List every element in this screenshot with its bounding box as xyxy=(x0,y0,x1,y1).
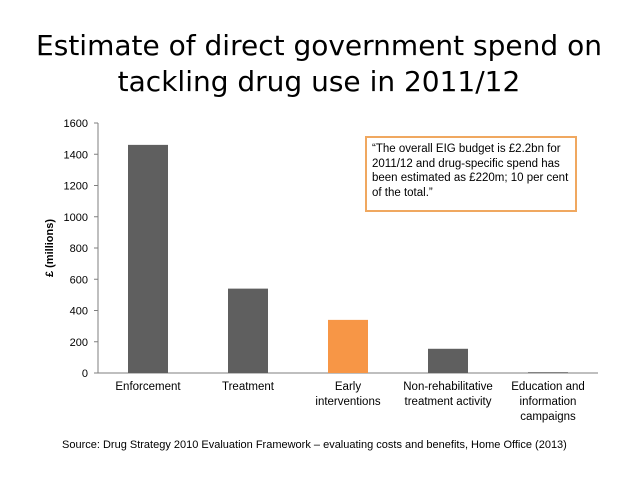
y-tick-label: 1600 xyxy=(64,118,88,130)
bar-1 xyxy=(228,288,268,373)
bar-4 xyxy=(528,372,568,373)
title-line-1: Estimate of direct government spend on xyxy=(36,29,602,62)
x-category-label: treatment activity xyxy=(405,396,492,408)
y-tick-label: 400 xyxy=(70,306,88,318)
bar-2 xyxy=(328,319,368,373)
source-note: Source: Drug Strategy 2010 Evaluation Fr… xyxy=(62,439,567,451)
chart-title: Estimate of direct government spend on t… xyxy=(20,28,618,100)
x-category-label: interventions xyxy=(315,396,380,408)
y-tick-label: 1000 xyxy=(64,212,88,224)
y-tick-label: 1400 xyxy=(64,149,88,161)
x-category-label: information xyxy=(520,396,577,408)
x-category-label: Non-rehabilitative xyxy=(403,381,493,393)
title-line-2: tackling drug use in 2011/12 xyxy=(117,65,521,98)
y-tick-label: 1200 xyxy=(64,181,88,193)
x-category-label: Early xyxy=(335,381,361,393)
x-category-label: campaigns xyxy=(520,411,576,423)
x-category-label: Education and xyxy=(511,381,585,393)
y-tick-label: 800 xyxy=(70,243,88,255)
y-tick-label: 0 xyxy=(82,368,88,380)
bar-0 xyxy=(128,144,168,373)
y-axis-label: £ (millions) xyxy=(44,219,56,277)
callout-box: “The overall EIG budget is £2.2bn for 20… xyxy=(365,136,577,212)
x-category-label: Enforcement xyxy=(115,381,181,393)
x-category-label: Treatment xyxy=(222,381,275,393)
y-tick-label: 600 xyxy=(70,274,88,286)
y-tick-label: 200 xyxy=(70,337,88,349)
bar-3 xyxy=(428,348,468,373)
